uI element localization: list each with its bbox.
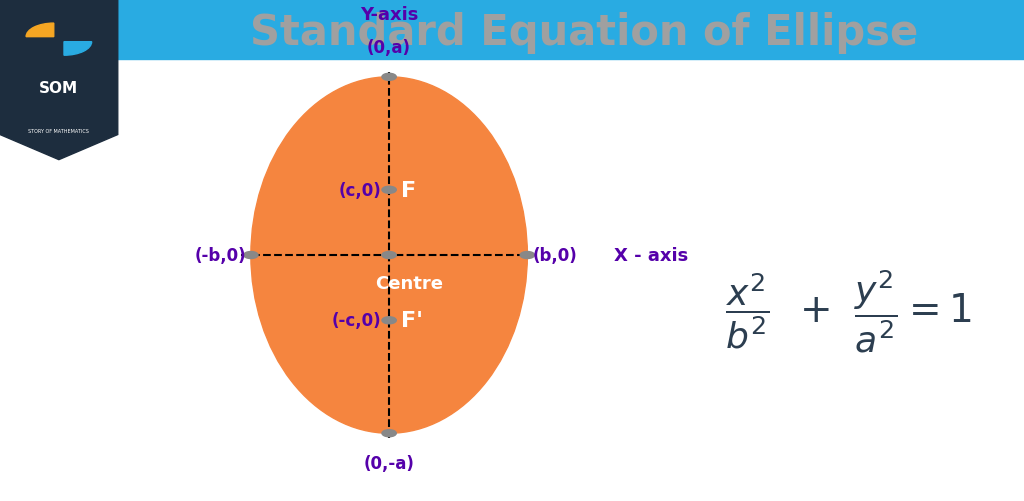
Text: (b,0): (b,0) (532, 246, 578, 265)
Text: F: F (401, 180, 417, 200)
Circle shape (244, 252, 258, 259)
Circle shape (382, 187, 396, 194)
Text: Centre: Centre (376, 274, 443, 292)
Text: $= 1$: $= 1$ (901, 292, 973, 330)
Bar (0, 0, 1024, 60)
Text: (-c,0): (-c,0) (332, 312, 381, 330)
Text: X - axis: X - axis (614, 246, 689, 265)
Text: $+$: $+$ (799, 292, 829, 330)
Text: (0,-a): (0,-a) (364, 454, 415, 472)
Wedge shape (27, 24, 54, 38)
Circle shape (382, 317, 396, 324)
Text: (c,0): (c,0) (338, 181, 381, 199)
Text: $\dfrac{x^2}{b^2}$: $\dfrac{x^2}{b^2}$ (725, 271, 770, 350)
Polygon shape (0, 0, 118, 160)
Circle shape (382, 430, 396, 437)
Text: F': F' (401, 311, 423, 331)
Wedge shape (63, 43, 92, 56)
Text: Y-axis: Y-axis (359, 6, 419, 24)
Text: STORY OF MATHEMATICS: STORY OF MATHEMATICS (29, 129, 89, 134)
Ellipse shape (251, 78, 527, 433)
Text: SOM: SOM (39, 81, 79, 96)
Circle shape (382, 252, 396, 259)
Text: $\dfrac{y^2}{a^2}$: $\dfrac{y^2}{a^2}$ (854, 268, 897, 354)
Text: Standard Equation of Ellipse: Standard Equation of Ellipse (250, 12, 918, 54)
Text: (-b,0): (-b,0) (195, 246, 246, 265)
Circle shape (520, 252, 535, 259)
Circle shape (382, 74, 396, 81)
Text: (0,a): (0,a) (368, 39, 411, 57)
